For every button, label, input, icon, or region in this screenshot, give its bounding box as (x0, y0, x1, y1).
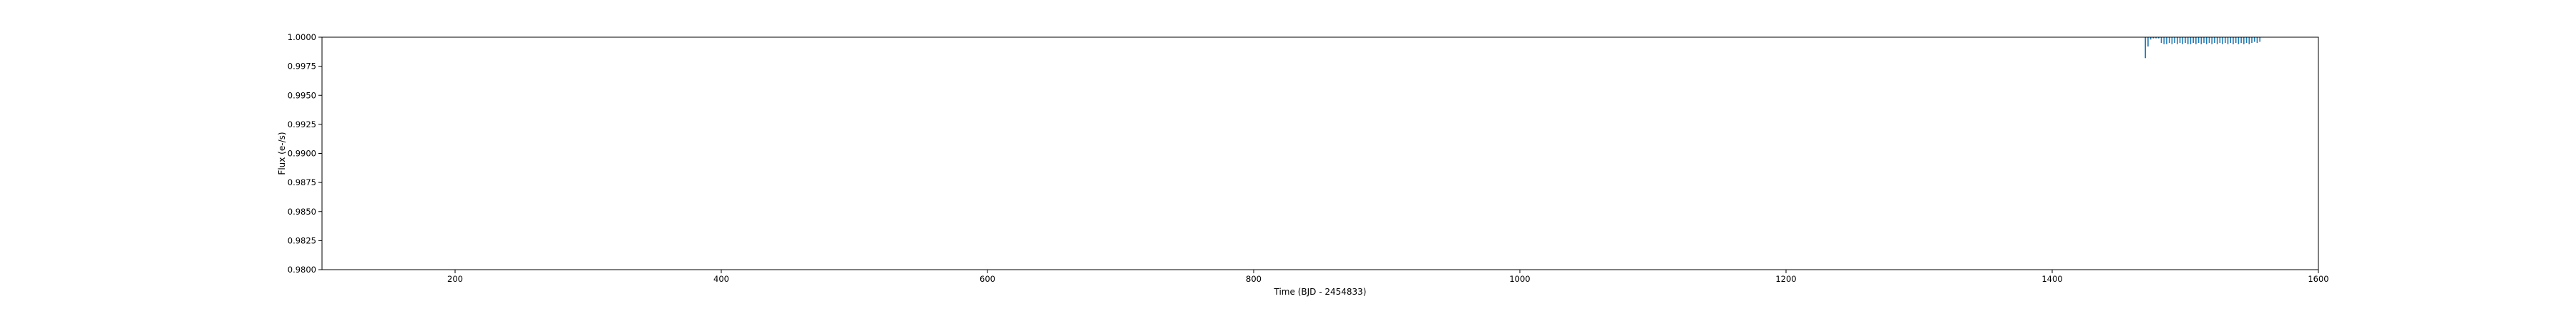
y-tick-label: 0.9950 (288, 90, 316, 100)
x-axis-label: Time (BJD - 2454833) (1274, 287, 1367, 297)
y-axis-ticks: 0.9800 0.9825 0.9850 0.9875 0.9900 0.9925 0.99… (288, 32, 322, 275)
y-tick-label: 0.9850 (288, 207, 316, 217)
y-tick-label: 0.9925 (288, 119, 316, 129)
x-tick-label: 800 (1246, 274, 1262, 284)
x-tick-label: 400 (713, 274, 729, 284)
x-tick-label: 1000 (1509, 274, 1530, 284)
x-tick-label: 1200 (1775, 274, 1796, 284)
y-tick-label: 0.9875 (288, 177, 316, 187)
x-tick-label: 1400 (2041, 274, 2062, 284)
axes-frame (321, 36, 2319, 270)
y-tick-label: 0.9975 (288, 62, 316, 72)
x-axis-ticks: 200 400 600 800 1000 1200 1400 1600 (447, 270, 2329, 284)
y-tick-label: 0.9800 (288, 265, 316, 275)
x-tick-label: 600 (980, 274, 995, 284)
y-tick-label: 1.0000 (288, 32, 316, 42)
data-points (2145, 37, 2260, 59)
y-axis-label: Flux (e-/s) (277, 132, 287, 175)
y-tick-label: 0.9900 (288, 149, 316, 159)
x-tick-label: 1600 (2308, 274, 2328, 284)
x-tick-label: 200 (447, 274, 463, 284)
y-tick-label: 0.9825 (288, 235, 316, 245)
